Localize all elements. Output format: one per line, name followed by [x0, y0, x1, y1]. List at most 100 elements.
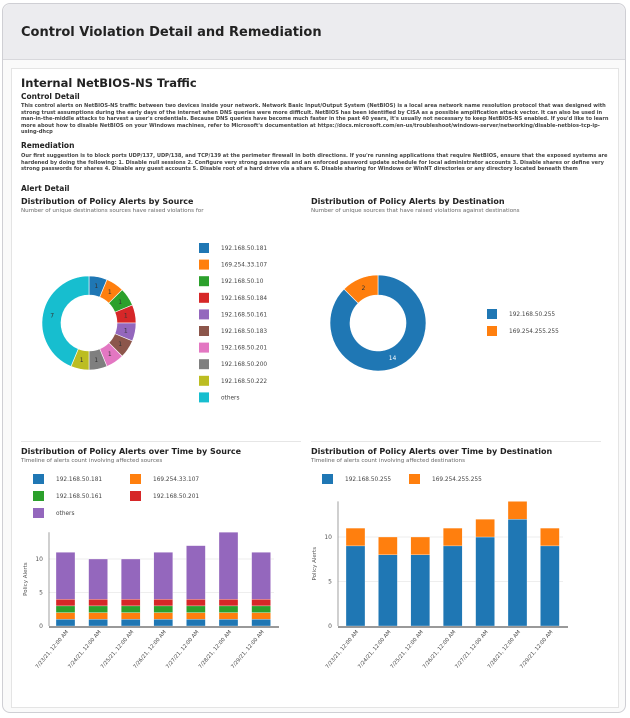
- alert-detail-heading: Alert Detail: [21, 184, 70, 193]
- bar-segment: [55, 552, 76, 600]
- legend-swatch: [199, 375, 209, 386]
- x-tick-label: 7/26/21, 12:00 AM: [422, 629, 457, 670]
- bar-segment: [55, 599, 76, 607]
- remediation-heading: Remediation: [21, 141, 75, 150]
- chart-title-source-pie: Distribution of Policy Alerts by Source: [21, 197, 194, 206]
- pie-data-label: 1: [118, 299, 122, 306]
- bar-segment: [251, 612, 271, 620]
- legend-swatch: [33, 508, 44, 518]
- pie-data-label: 7: [50, 313, 54, 320]
- bar-segment: [55, 619, 76, 627]
- pie-slice: [329, 274, 427, 372]
- pie-data-label: 1: [108, 351, 112, 358]
- bar-segment: [88, 619, 108, 627]
- bar-segment: [186, 619, 206, 627]
- bar-segment: [218, 599, 239, 607]
- bar-segment: [540, 527, 560, 547]
- legend-label: 192.168.50.161: [56, 494, 102, 500]
- legend-label: 192.168.50.201: [221, 346, 267, 352]
- bar-segment: [410, 536, 430, 555]
- bar-segment: [345, 527, 366, 547]
- legend-swatch: [199, 392, 209, 403]
- legend-swatch: [322, 474, 333, 484]
- x-tick-label: 7/28/21, 12:00 AM: [198, 629, 233, 670]
- remediation-text: Our first suggestion is to block ports U…: [21, 153, 608, 173]
- legend-swatch: [130, 491, 141, 501]
- control-detail-text: This control alerts on NetBIOS-NS traffi…: [21, 103, 609, 136]
- bar-segment: [251, 619, 271, 627]
- divider: [21, 441, 301, 442]
- pie-data-label: 1: [94, 283, 98, 290]
- y-axis-label: Policy Alerts: [312, 547, 318, 581]
- legend-label: others: [56, 511, 74, 517]
- control-detail-heading: Control Detail: [21, 92, 80, 101]
- pie-data-label: 1: [80, 357, 84, 364]
- bar-segment: [121, 612, 141, 620]
- legend-label: others: [221, 395, 239, 401]
- bar-segment: [153, 605, 173, 613]
- legend-swatch: [199, 243, 209, 253]
- bar-segment: [218, 605, 239, 613]
- pie-data-label: 14: [389, 355, 397, 362]
- divider: [311, 441, 601, 442]
- bar-segment: [507, 501, 528, 520]
- bar-segment: [218, 619, 239, 627]
- y-tick-label: 5: [328, 579, 332, 586]
- legend-label: 192.168.50.201: [153, 494, 199, 500]
- legend-swatch: [199, 326, 209, 336]
- chart-subtitle-dest-pie: Number of unique sources that have raise…: [311, 208, 520, 214]
- x-tick-label: 7/24/21, 12:00 AM: [357, 629, 392, 670]
- legend-swatch: [33, 474, 44, 484]
- bar-segment: [55, 605, 76, 613]
- report-card: Internal NetBIOS-NS Traffic Control Deta…: [11, 68, 619, 708]
- bar-segment: [153, 599, 173, 607]
- bar-segment: [218, 612, 239, 620]
- bar-segment: [251, 605, 271, 613]
- bar-segment: [88, 558, 108, 600]
- x-tick-label: 7/25/21, 12:00 AM: [100, 629, 135, 670]
- legend-swatch: [199, 309, 209, 320]
- x-tick-label: 7/29/21, 12:00 AM: [519, 629, 554, 670]
- bar-segment: [507, 519, 528, 627]
- legend-swatch: [409, 474, 420, 484]
- pie-data-label: 1: [118, 341, 122, 348]
- chart-subtitle-source-pie: Number of unique destinations sources ha…: [21, 208, 204, 214]
- y-tick-label: 0: [39, 623, 43, 630]
- chart-title-dest-pie: Distribution of Policy Alerts by Destina…: [311, 197, 505, 206]
- bar-segment: [186, 545, 206, 600]
- bar-segment: [55, 612, 76, 620]
- x-tick-label: 7/29/21, 12:00 AM: [230, 629, 265, 670]
- legend-label: 192.168.50.184: [221, 296, 267, 302]
- legend-swatch: [487, 309, 497, 319]
- legend-swatch: [199, 342, 209, 353]
- chart-title-source-bar: Distribution of Policy Alerts over Time …: [21, 447, 242, 456]
- chart-subtitle-source-bar: Timeline of alerts count involving affec…: [21, 458, 163, 464]
- y-tick-label: 10: [35, 556, 43, 563]
- bar-segment: [218, 532, 239, 600]
- bar-segment: [153, 612, 173, 620]
- x-tick-label: 7/26/21, 12:00 AM: [132, 629, 167, 670]
- bar-segment: [88, 612, 108, 620]
- legend-label: 169.254.255.255: [509, 329, 559, 335]
- legend-swatch: [33, 491, 44, 501]
- legend-swatch: [487, 326, 497, 336]
- x-tick-label: 7/25/21, 12:00 AM: [389, 629, 424, 670]
- bar-segment: [410, 554, 430, 627]
- bar-segment: [121, 605, 141, 613]
- legend-swatch: [199, 276, 209, 287]
- bar-segment: [153, 552, 173, 600]
- y-tick-label: 0: [328, 623, 332, 630]
- legend-label: 192.168.50.181: [221, 246, 267, 252]
- y-axis-label: Policy Alerts: [23, 562, 29, 596]
- legend-label: 169.254.255.255: [432, 477, 482, 483]
- pie-slice: [41, 275, 90, 367]
- header: Control Violation Detail and Remediation: [3, 4, 625, 60]
- bar-segment: [345, 545, 366, 627]
- bar-segment: [475, 519, 495, 538]
- legend-label: 192.168.50.181: [56, 477, 102, 483]
- legend-label: 192.168.50.222: [221, 379, 267, 385]
- chart-title-dest-bar: Distribution of Policy Alerts over Time …: [311, 447, 553, 456]
- bar-segment: [251, 552, 271, 600]
- bar-segment: [378, 554, 398, 627]
